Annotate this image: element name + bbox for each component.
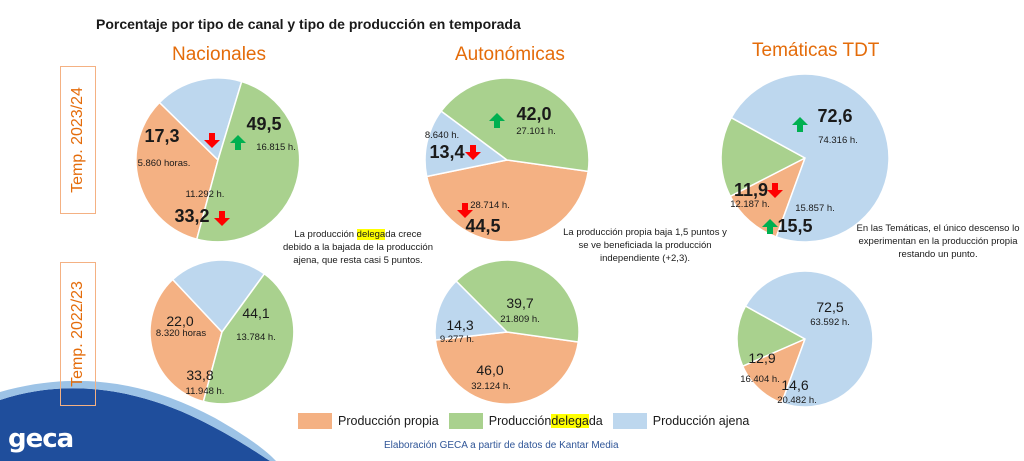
legend-swatch-propia: [298, 413, 332, 429]
hours-label-propia: 11.292 h.: [186, 189, 225, 200]
pie-slice-ajena: [744, 270, 874, 408]
hours-label-propia: 16.404 h.: [740, 374, 780, 385]
pie-slice-delegada: [195, 80, 301, 243]
value-label-delegada: 14,6: [781, 377, 808, 393]
value-label-ajena: 13,4: [429, 142, 464, 162]
arrow-down-icon-ajena: [204, 133, 220, 148]
pie-slice-propia: [425, 159, 590, 243]
column-title-tematicas: Temáticas TDT: [752, 40, 880, 61]
value-label-propia: 33,2: [174, 206, 209, 226]
hours-label-ajena: 5.860 horas.: [138, 158, 191, 169]
legend-item-delegada: Producción delega da: [448, 413, 603, 429]
arrow-down-icon-propia: [214, 211, 230, 226]
arrow-up-icon-delegada: [489, 113, 505, 128]
hours-label-delegada: 20.482 h.: [777, 395, 817, 406]
legend-item-ajena: Producción ajena: [612, 413, 749, 429]
column-title-autonomicas: Autonómicas: [455, 44, 565, 65]
arrow-down-icon-ajena: [465, 145, 481, 160]
arrow-down-icon-propia: [767, 183, 783, 198]
hours-label-propia: 28.714 h.: [470, 200, 510, 211]
value-label-ajena: 22,0: [166, 313, 193, 329]
note-nacionales: La producción delegada crece debido a la…: [282, 229, 433, 266]
value-label-delegada: 15,5: [777, 216, 812, 236]
arrow-up-icon-ajena: [792, 117, 808, 132]
arrow-down-icon-propia: [457, 203, 473, 218]
value-label-delegada: 42,0: [516, 104, 551, 124]
pie-slice-delegada: [720, 116, 807, 198]
value-label-propia: 33,8: [186, 367, 213, 383]
hours-label-ajena: 8.320 horas: [156, 328, 206, 339]
value-label-delegada: 39,7: [506, 295, 533, 311]
value-label-ajena: 14,3: [446, 317, 473, 333]
pie-slice-ajena: [434, 279, 509, 341]
pie-slice-propia: [741, 337, 807, 404]
pie-slice-ajena: [158, 77, 243, 162]
column-title-nacionales: Nacionales: [172, 44, 266, 65]
row-label-2022-23: Temp. 2022/23: [60, 262, 96, 406]
note-tematicas: En las Temáticas, el único descenso lo e…: [856, 223, 1020, 260]
arrow-up-icon-delegada: [230, 135, 246, 150]
pie-slice-delegada: [202, 272, 295, 405]
value-label-delegada: 49,5: [246, 114, 281, 134]
legend-item-propia: Producción propia: [298, 413, 439, 429]
hours-label-delegada: 15.857 h.: [795, 203, 835, 214]
hours-label-propia: 32.124 h.: [471, 381, 511, 392]
hours-label-delegada: 13.784 h.: [236, 332, 276, 343]
pie-chart-5: 46,0 32.124 h. 39,7 21.809 h. 14,39.277 h.: [434, 259, 580, 405]
pie-slice-ajena: [730, 73, 890, 243]
pie-chart-3: 11,912.187 h. 15,5 15.857 h. 72,6 74.316 h.: [720, 73, 890, 243]
geca-logo: geca: [8, 424, 74, 454]
pie-slice-ajena: [171, 259, 266, 334]
pie-slice-delegada: [736, 304, 807, 368]
source-note: Elaboración GECA a partir de datos de Ka…: [384, 440, 619, 451]
pie-chart-6: 12,9 16.404 h. 14,6 20.482 h. 72,5 63.592 h.: [736, 270, 874, 408]
row-label-2023-24: Temp. 2023/24: [60, 66, 96, 214]
value-label-propia: 44,5: [465, 216, 500, 236]
value-label-propia: 46,0: [476, 362, 503, 378]
pie-slice-delegada: [440, 77, 590, 173]
arrow-up-icon-delegada: [762, 219, 778, 234]
pie-slice-delegada: [455, 259, 580, 343]
hours-label-delegada: 27.101 h.: [516, 126, 556, 137]
note-autonomicas: La producción propia baja 1,5 puntos y s…: [563, 227, 727, 264]
hours-label-ajena: 8.640 h.: [425, 130, 459, 141]
value-label-propia: 12,9: [748, 350, 775, 366]
legend-swatch-delegada: [448, 413, 483, 429]
legend: Producción propia Producción delega da Pr…: [298, 413, 759, 429]
pie-slice-ajena: [424, 110, 509, 178]
page-title: Porcentaje por tipo de canal y tipo de p…: [96, 16, 521, 32]
pie-slice-propia: [135, 101, 219, 241]
pie-slice-propia: [149, 278, 223, 403]
hours-label-ajena: 63.592 h.: [810, 317, 850, 328]
pie-slice-propia: [434, 331, 580, 405]
value-label-delegada: 44,1: [242, 305, 269, 321]
pie-chart-2: 44,5 28.714 h. 42,0 27.101 h. 13,48.640 h.: [424, 77, 590, 243]
value-label-propia: 11,9: [734, 180, 768, 200]
hours-label-propia: 12.187 h.: [730, 199, 770, 210]
hours-label-propia: 11.948 h.: [186, 386, 225, 397]
value-label-ajena: 72,6: [817, 106, 852, 126]
hours-label-ajena: 9.277 h.: [440, 334, 474, 345]
hours-label-delegada: 21.809 h.: [500, 314, 540, 325]
hours-label-delegada: 16.815 h.: [256, 142, 296, 153]
legend-swatch-ajena: [612, 413, 647, 429]
value-label-ajena: 72,5: [816, 299, 843, 315]
pie-slice-propia: [729, 156, 807, 238]
hours-label-ajena: 74.316 h.: [818, 135, 858, 146]
pie-chart-4: 33,8 11.948 h. 44,1 13.784 h. 22,08.320 hora…: [149, 259, 295, 405]
value-label-ajena: 17,3: [144, 126, 179, 146]
pie-chart-1: 33,2 11.292 h. 49,5 16.815 h. 17,3 5.860 hora…: [135, 77, 301, 243]
